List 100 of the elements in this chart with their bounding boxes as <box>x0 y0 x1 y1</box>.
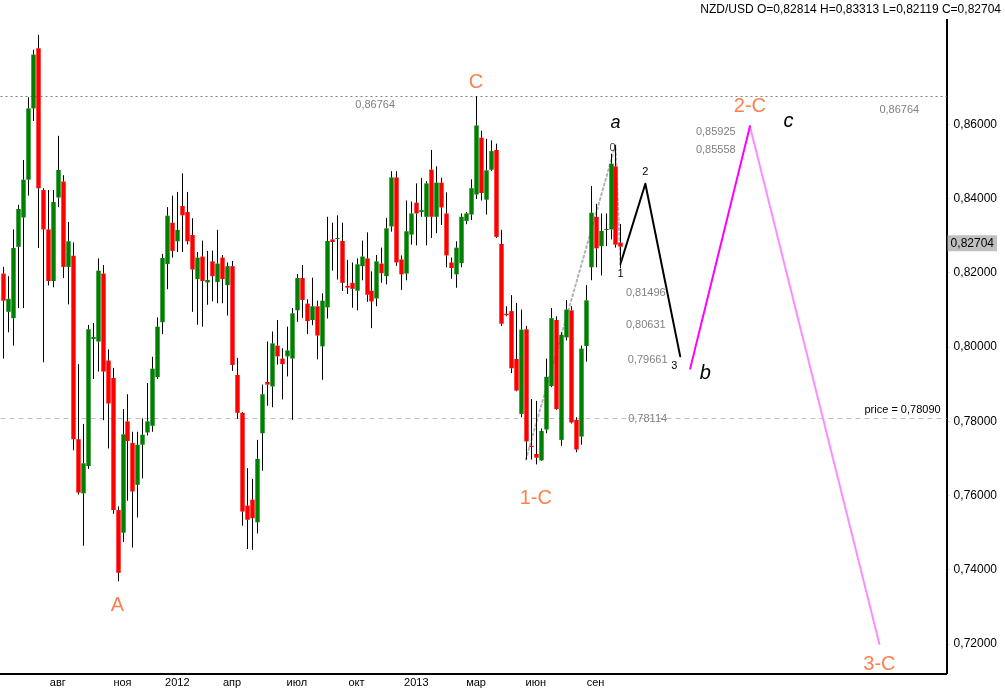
candlestick <box>275 319 280 366</box>
candlestick <box>604 212 609 247</box>
x-tick-label: июн <box>525 676 547 689</box>
candlestick <box>429 149 434 239</box>
annotation: 0,78114 <box>628 412 668 425</box>
candlestick <box>524 325 529 461</box>
candlestick <box>41 187 46 363</box>
candlestick <box>260 384 265 472</box>
candlestick <box>230 260 235 372</box>
candlestick <box>210 250 215 302</box>
x-tick-label: авг <box>49 676 66 689</box>
candlestick <box>76 363 81 495</box>
candlestick <box>61 174 66 279</box>
candlestick <box>265 341 270 407</box>
ref-line-label: price = 0,78090 <box>864 403 941 416</box>
candlestick <box>584 284 589 363</box>
y-tick-label: 0,80000 <box>953 339 998 354</box>
candlestick <box>220 254 225 304</box>
candlestick <box>599 212 604 276</box>
candlestick <box>225 261 230 317</box>
candlestick <box>494 143 499 237</box>
annotation: 0,85925 <box>695 124 736 137</box>
candlestick <box>539 427 544 461</box>
candlestick <box>315 300 320 360</box>
candlestick <box>300 264 305 319</box>
candlestick <box>434 165 439 234</box>
annotation: 0,86764 <box>879 102 920 115</box>
candlestick <box>479 130 484 201</box>
y-tick-label: 0,72000 <box>953 636 998 651</box>
y-tick-label: 0,76000 <box>953 487 998 502</box>
x-tick-label: 2013 <box>404 676 429 689</box>
candlestick <box>175 191 180 253</box>
candlestick <box>384 217 389 285</box>
candlestick <box>340 222 345 292</box>
candlestick <box>374 254 379 307</box>
annotation: 2-C <box>733 93 767 116</box>
annotation: 1 <box>617 266 624 279</box>
candlestick <box>130 431 135 549</box>
candlestick <box>1 266 6 360</box>
y-tick-label: 0,86000 <box>953 116 998 131</box>
candlestick <box>31 49 36 122</box>
candlestick <box>71 241 76 451</box>
candlestick <box>554 315 559 410</box>
annotation: 0,81496 <box>625 285 666 298</box>
candlestick <box>200 240 205 328</box>
candlestick <box>389 170 394 233</box>
candlestick <box>305 298 310 335</box>
candlestick <box>170 195 175 259</box>
y-tick-label: 0,82000 <box>953 265 998 280</box>
ref-line-label: 0,86764 <box>355 98 396 111</box>
annotation: b <box>699 360 711 383</box>
candlestick <box>46 189 51 286</box>
annotation: c <box>783 109 794 132</box>
candlestick <box>579 345 584 446</box>
annotation: 1-C <box>519 485 552 508</box>
candlestick <box>66 221 71 305</box>
candlestick <box>280 347 285 400</box>
x-tick-label: апр <box>222 676 242 689</box>
candlestick <box>335 214 340 281</box>
candlestick <box>295 273 300 323</box>
annotation: C <box>468 69 484 92</box>
candlestick <box>330 222 335 272</box>
y-tick-label: 0,74000 <box>953 562 998 577</box>
candlestick <box>36 34 41 249</box>
candlestick <box>215 229 220 304</box>
text: 0,82704 <box>950 235 995 250</box>
candlestick <box>529 398 534 461</box>
candlestick <box>594 203 599 268</box>
candlestick <box>235 357 240 420</box>
candlestick <box>116 505 121 582</box>
chart-title: NZD/USD O=0,82814 H=0,83313 L=0,82119 C=0,82704 <box>700 1 1002 16</box>
candlestick <box>56 135 61 208</box>
x-tick-label: июл <box>286 676 308 689</box>
x-tick-label: окт <box>348 676 365 689</box>
candlestick <box>484 138 489 216</box>
annotation: A <box>110 592 125 615</box>
candlestick <box>449 257 454 280</box>
annotation: 0 <box>609 140 616 153</box>
y-tick-label: 0,78000 <box>953 413 998 428</box>
candlestick <box>310 277 315 326</box>
annotation: a <box>610 112 621 133</box>
candlestick <box>414 182 419 246</box>
candlestick <box>444 191 449 268</box>
candlestick <box>26 96 31 197</box>
candlestick <box>140 417 145 480</box>
candlestick <box>379 247 384 284</box>
y-tick-label: 0,84000 <box>953 190 998 205</box>
annotation: 0,79661 <box>627 353 668 366</box>
x-tick-label: 2012 <box>165 676 190 689</box>
annotation: 0,85558 <box>695 142 736 155</box>
annotation: 2 <box>642 164 649 177</box>
annotation: 3-C <box>863 651 896 674</box>
candlestick <box>255 439 260 534</box>
candlestick <box>589 185 594 281</box>
candlestick <box>51 189 56 288</box>
candlestick <box>270 331 275 408</box>
candlestick <box>534 400 539 465</box>
candlestick <box>195 251 200 326</box>
annotation: 0,80631 <box>625 317 666 330</box>
candlestick <box>205 250 210 306</box>
